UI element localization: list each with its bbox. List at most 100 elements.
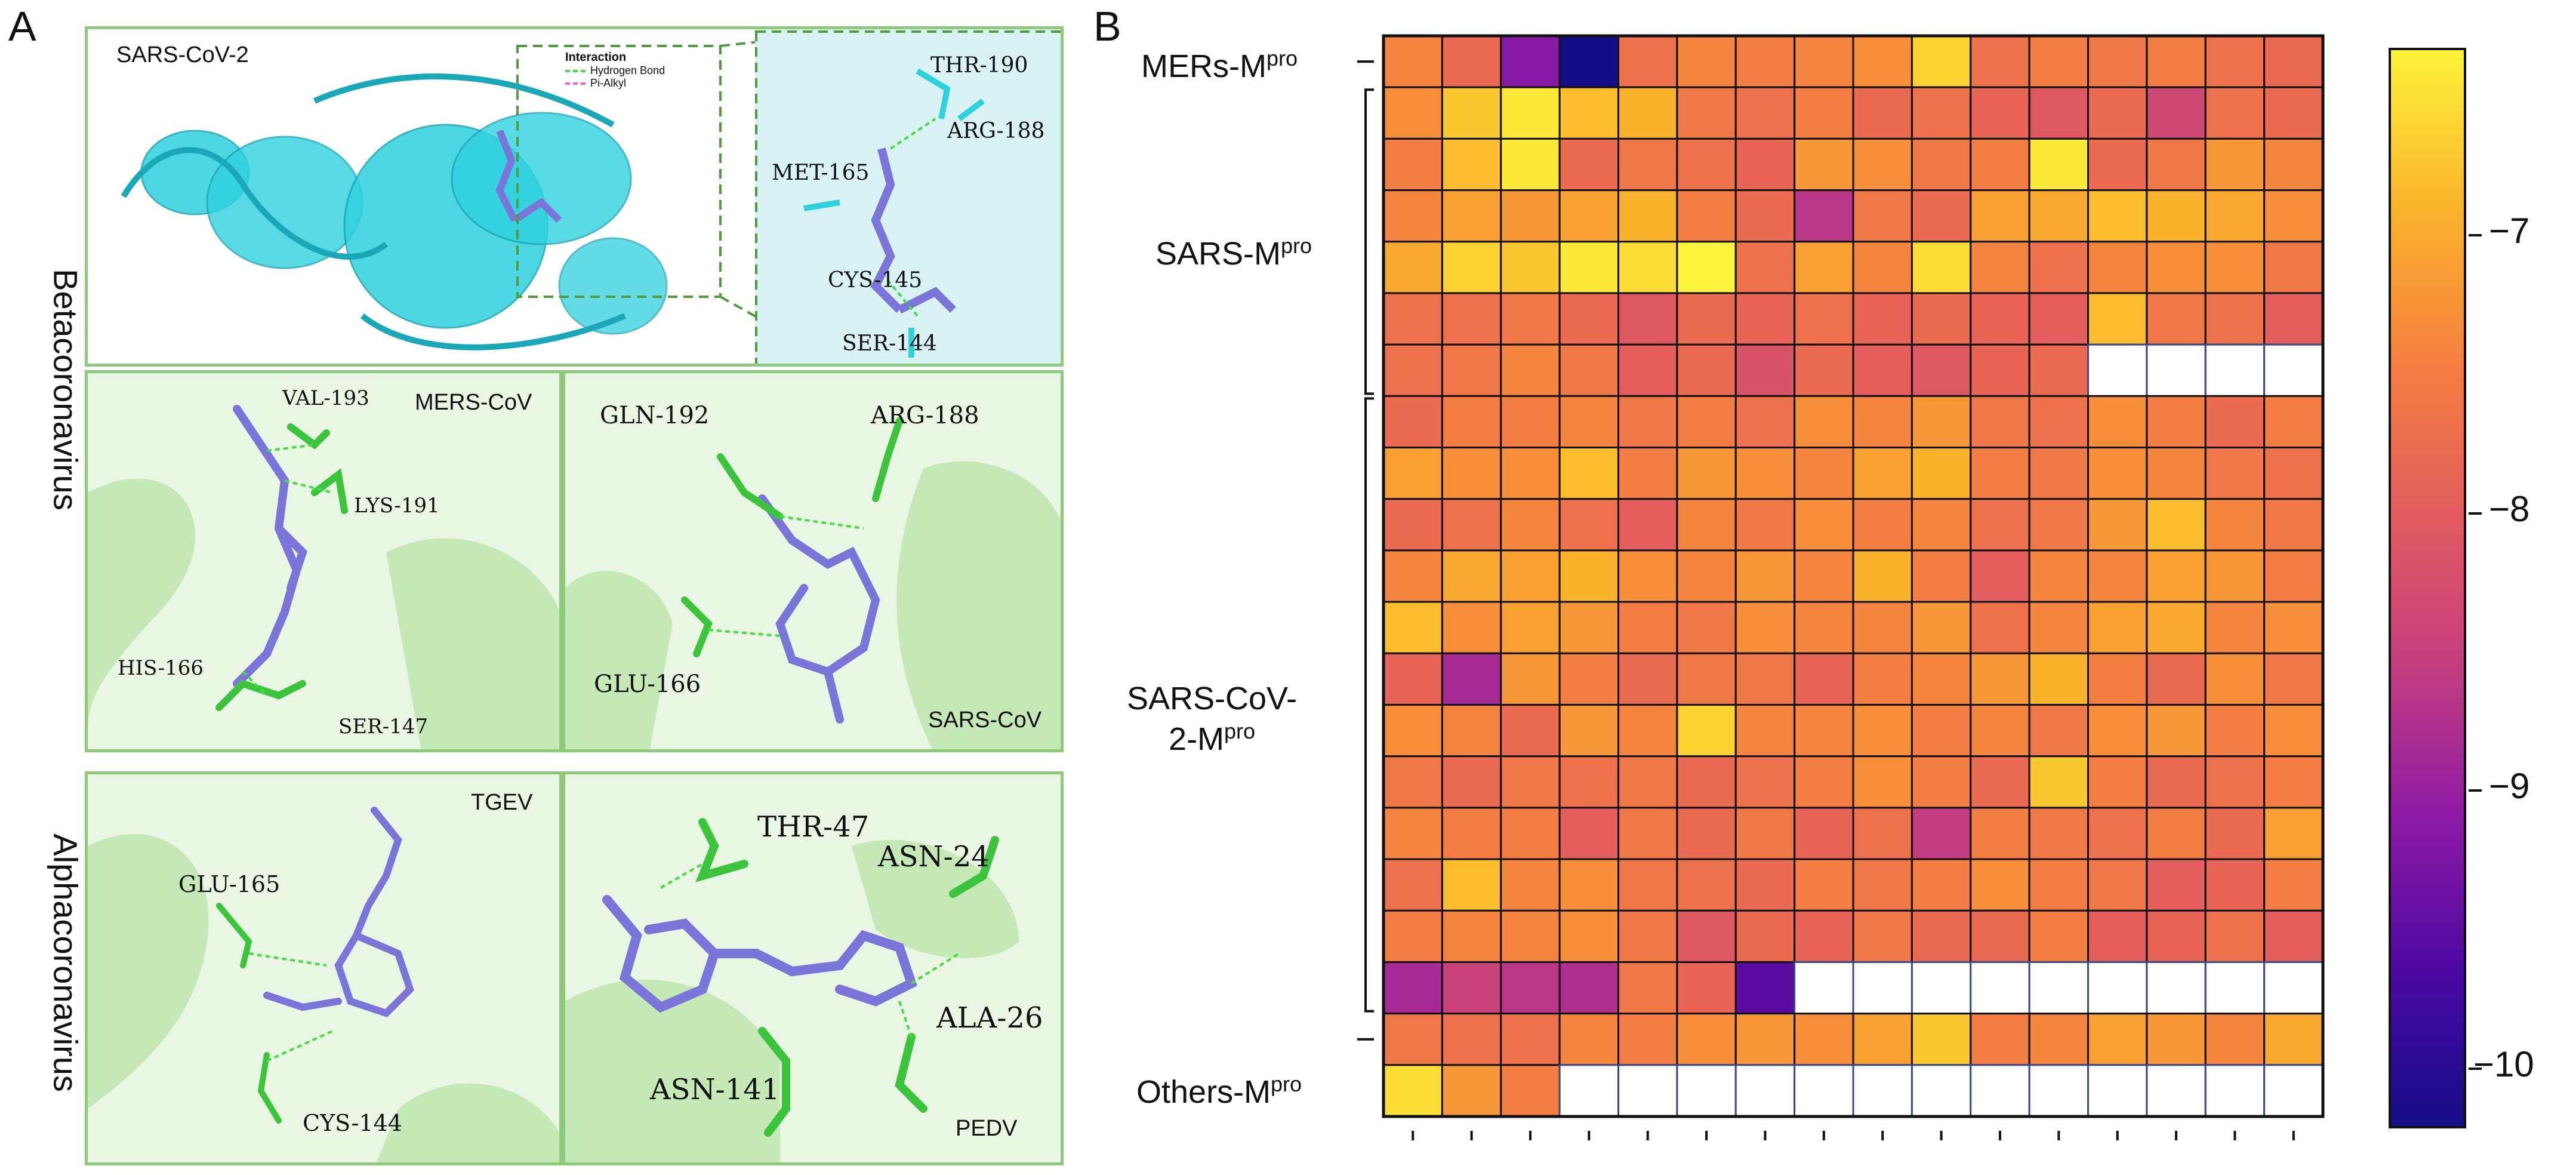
row-group-main: SARS-CoV- [1127,681,1298,716]
residue-label: VAL-193 [282,386,369,410]
heatmap-cell [2087,755,2148,809]
colorbar-tick: −8 [2489,489,2530,529]
heatmap-cell [2087,35,2148,88]
heatmap-cell [1794,601,1854,654]
heatmap-cell [2263,189,2324,243]
heatmap-cell [1794,858,1854,912]
heatmap-cell [1558,601,1619,654]
heatmap-cell [1734,498,1796,552]
heatmap-cell [2028,652,2089,706]
residue-label: THR-47 [757,810,870,844]
heatmap-cell [2263,241,2324,294]
heatmap-cell [2263,498,2324,552]
heatmap-cell [1558,292,1619,346]
heatmap-cell [1382,807,1443,860]
heatmap-cell [1676,292,1737,346]
heatmap-cell [1911,189,1972,243]
heatmap-cell [1617,549,1678,603]
heatmap-cell [2087,858,2148,912]
heatmap-cell-empty [2087,961,2148,1015]
heatmap-cell [1794,755,1854,809]
heatmap-cell [1441,35,1502,88]
legend-title: Interaction [565,51,627,64]
heatmap-cell [1441,807,1502,860]
heatmap-cell [1970,292,2030,346]
heatmap-cell [1852,447,1913,500]
row-group-sup: pro [1266,46,1298,70]
row-group-main-2: 2-M [1169,721,1225,757]
heatmap-cell [1852,35,1913,88]
heatmap-cell [1382,343,1443,397]
heatmap-cell [1852,549,1913,603]
heatmap-cell [2204,549,2266,603]
heatmap-cell [1500,1064,1561,1118]
heatmap-cell [2146,601,2207,654]
heatmap-cell [2146,292,2207,346]
sars-cov-2-virus-label: SARS-CoV-2 [116,42,249,67]
heatmap-cell [1500,498,1561,552]
row-group-label-sars-cov-2: SARS-CoV- 2-Mpro [1127,679,1297,759]
heatmap-cell [1558,703,1619,758]
heatmap-cell-empty [2146,1064,2207,1118]
heatmap-cell [2204,1013,2266,1066]
residue-label: GLN-192 [600,402,710,429]
heatmap-cell [2087,601,2148,654]
heatmap-cell [2087,1013,2148,1066]
heatmap-cell [2087,137,2148,192]
tgev-panel: TGEV GLU-165 CYS-144 [85,771,562,1165]
heatmap-cell [1441,447,1502,500]
colorbar-gradient [2391,50,2464,1126]
heatmap-cell [2028,86,2089,140]
heatmap-cell [1382,137,1443,192]
heatmap-cell-empty [1794,961,1854,1015]
colorbar-tick: −9 [2489,766,2530,806]
heatmap-cell [1500,1013,1561,1066]
heatmap-cell [1558,755,1619,809]
residue-label: HIS-166 [118,656,204,680]
heatmap-cell [2204,703,2266,758]
heatmap-cell [2087,395,2148,449]
heatmap-cell [1617,86,1678,140]
heatmap-cell [1500,703,1561,758]
heatmap-cell [1794,395,1854,449]
heatmap-cell [1441,703,1502,758]
heatmap-cell [1734,189,1796,243]
heatmap-cell [1970,343,2030,397]
protein-structure-render [121,29,1061,364]
heatmap-cell [2146,755,2207,809]
heatmap-cell [1441,86,1502,140]
heatmap-cell [1734,807,1796,860]
heatmap-cell [2146,395,2207,449]
heatmap-cell-empty [2204,961,2266,1015]
heatmap-cell [2087,86,2148,140]
heatmap-cell [1441,858,1502,912]
heatmap-cell [1617,703,1678,758]
heatmap-cell [2204,498,2266,552]
heatmap-cell [1617,137,1678,192]
heatmap-cell [1970,86,2030,140]
heatmap-cell [1382,755,1443,809]
heatmap-cell [1852,189,1913,243]
heatmap-cell [2028,498,2089,552]
heatmap-cell [2087,909,2148,963]
heatmap-cell [2028,343,2089,397]
heatmap-cell [2263,1013,2324,1066]
heatmap-cell-empty [1852,1064,1913,1118]
colorbar [2389,48,2466,1128]
heatmap-cell-empty [1794,1064,1854,1118]
heatmap-cell [1500,961,1561,1015]
heatmap-cell [1676,447,1737,500]
heatmap-cell [2146,241,2207,294]
heatmap-cell [1734,652,1796,706]
heatmap-cell [2263,447,2324,500]
heatmap-cell [1794,909,1854,963]
heatmap-cell-empty [1676,1064,1737,1118]
row-group-bracket [1364,397,1374,1013]
heatmap-cell [1441,343,1502,397]
heatmap-cell [1617,35,1678,88]
heatmap-cell [2087,498,2148,552]
residue-label: CYS-144 [303,1110,402,1136]
heatmap-cell [1911,395,1972,449]
row-group-main: MERs-M [1141,48,1267,84]
heatmap-cell [1734,858,1796,912]
